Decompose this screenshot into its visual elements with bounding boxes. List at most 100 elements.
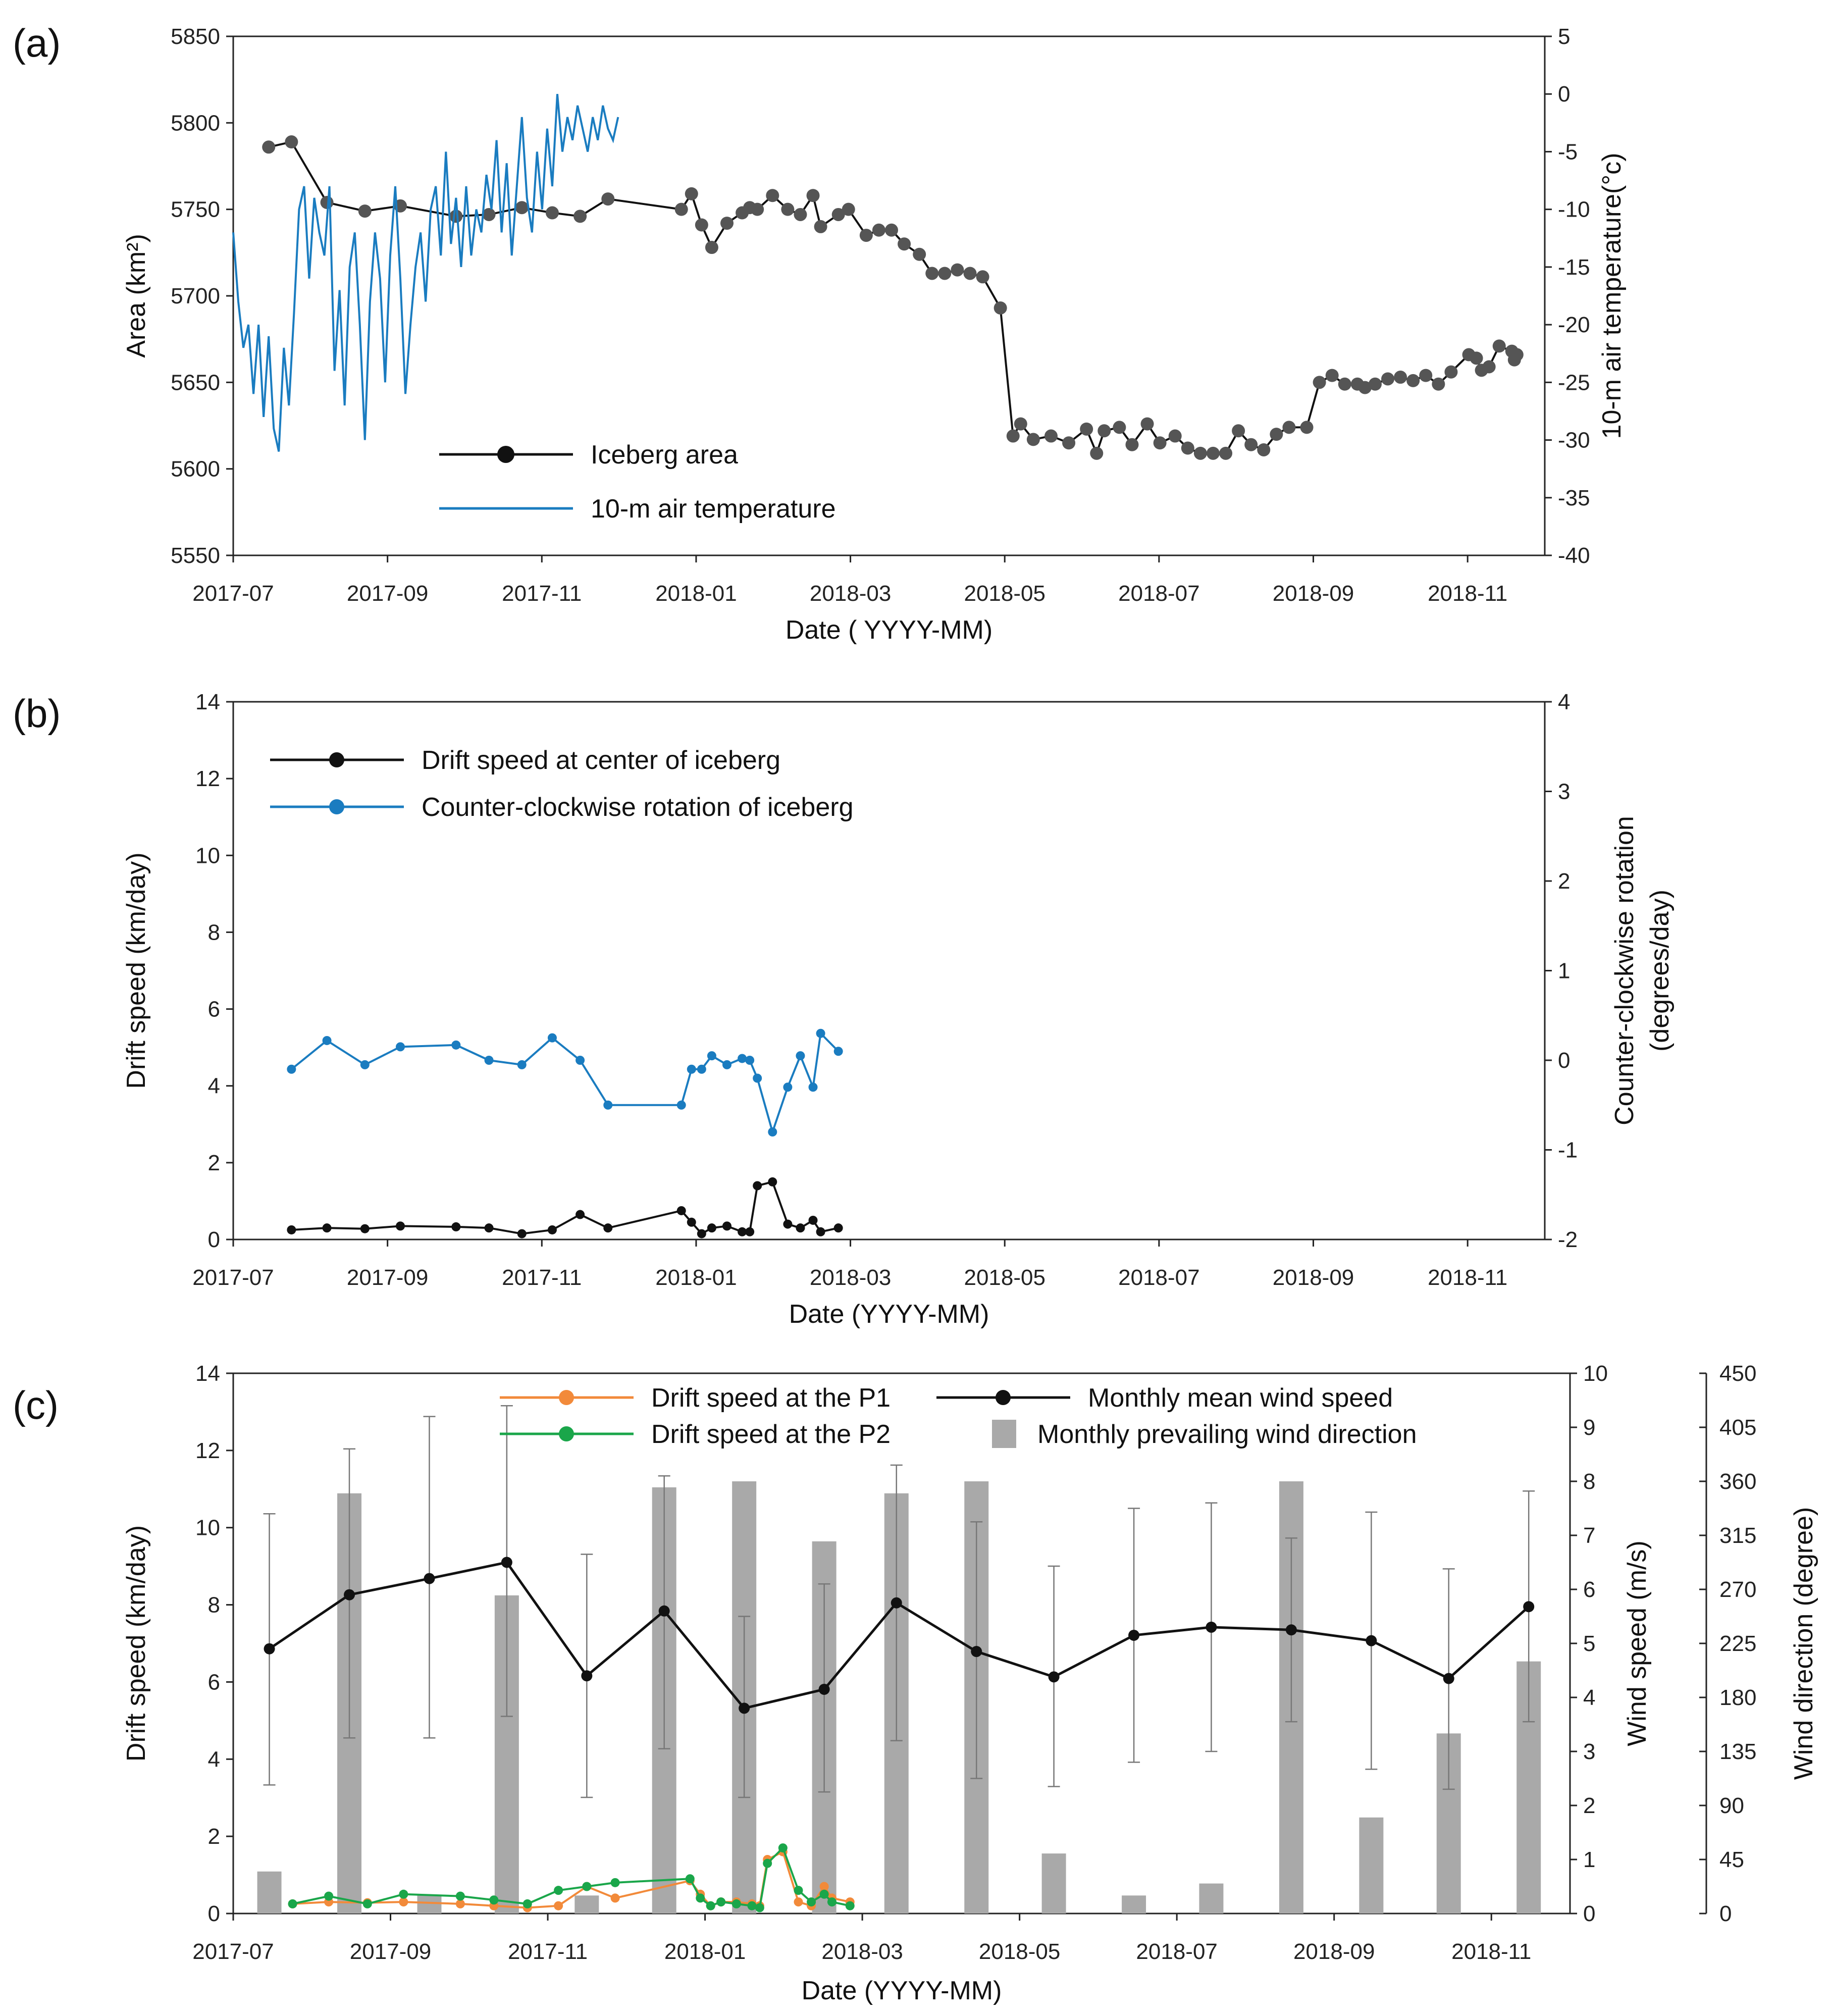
series-point bbox=[976, 270, 989, 284]
series-point bbox=[1325, 369, 1339, 382]
series-point bbox=[287, 1225, 296, 1234]
series-point bbox=[573, 210, 587, 223]
wind-speed-point bbox=[501, 1557, 512, 1568]
series-point bbox=[695, 218, 708, 232]
series-point bbox=[1300, 421, 1314, 434]
wind-speed-point bbox=[1443, 1673, 1454, 1684]
series-point bbox=[610, 1893, 620, 1903]
y2-tick-label: -25 bbox=[1558, 370, 1590, 395]
y-tick-label: 12 bbox=[195, 1438, 220, 1463]
y-tick-label: 2 bbox=[208, 1151, 220, 1175]
x-axis-label: Date (YYYY-MM) bbox=[789, 1300, 989, 1329]
series-point bbox=[324, 1891, 334, 1901]
x-tick-label: 2017-07 bbox=[192, 581, 274, 606]
series-point bbox=[1140, 417, 1154, 431]
y3-tick-label: 90 bbox=[1719, 1793, 1744, 1818]
series-point bbox=[285, 135, 298, 149]
series-point bbox=[783, 1219, 793, 1229]
series-line bbox=[268, 140, 1518, 456]
series-point bbox=[396, 1042, 405, 1052]
series-point bbox=[484, 1223, 494, 1233]
series-point bbox=[716, 1897, 726, 1907]
series-point bbox=[938, 267, 952, 280]
series-point bbox=[751, 202, 764, 216]
legend-label: Iceberg area bbox=[591, 440, 738, 470]
y2-tick-label: -30 bbox=[1558, 428, 1590, 453]
series-point bbox=[806, 189, 820, 202]
wind-speed-point bbox=[264, 1643, 275, 1655]
series-point bbox=[745, 1056, 755, 1065]
series-point bbox=[1381, 372, 1395, 386]
series-point bbox=[720, 217, 734, 230]
series-point bbox=[1470, 351, 1483, 365]
x-tick-label: 2018-01 bbox=[655, 1265, 737, 1290]
series-point bbox=[738, 1054, 747, 1063]
wind-speed-point bbox=[818, 1683, 830, 1695]
y-tick-label: 5800 bbox=[171, 111, 220, 135]
wind-speed-point bbox=[891, 1597, 902, 1609]
series-point bbox=[796, 1051, 805, 1061]
y-tick-label: 14 bbox=[195, 1361, 220, 1386]
y2-tick-label: 9 bbox=[1583, 1415, 1595, 1440]
y2-tick-label: 5 bbox=[1583, 1631, 1595, 1656]
series-point bbox=[1232, 424, 1245, 438]
series-point bbox=[1044, 429, 1058, 443]
legend-label: Counter-clockwise rotation of iceberg bbox=[422, 793, 854, 822]
series-point bbox=[794, 1897, 803, 1907]
y-tick-label: 5700 bbox=[171, 284, 220, 308]
wind-speed-point bbox=[424, 1573, 435, 1584]
series-point bbox=[814, 220, 827, 233]
series-point bbox=[547, 1225, 557, 1234]
x-tick-label: 2018-07 bbox=[1118, 1265, 1199, 1290]
legend-marker bbox=[992, 1420, 1016, 1448]
wind-speed-point bbox=[1128, 1629, 1140, 1641]
series-point bbox=[1014, 417, 1027, 431]
legend-marker bbox=[996, 1390, 1011, 1405]
y2-tick-label: 0 bbox=[1583, 1901, 1595, 1926]
series-point bbox=[603, 1223, 613, 1233]
series-point bbox=[845, 1901, 855, 1910]
y2-tick-label: 1 bbox=[1583, 1847, 1595, 1872]
series-point bbox=[827, 1897, 836, 1907]
y2-tick-label: 4 bbox=[1583, 1685, 1595, 1710]
y-axis-label: Drift speed (km/day) bbox=[122, 1525, 151, 1762]
series-point bbox=[796, 1223, 805, 1233]
y2-tick-label: 10 bbox=[1583, 1361, 1608, 1386]
y-tick-label: 8 bbox=[208, 920, 220, 945]
y2-tick-label: 3 bbox=[1558, 780, 1570, 804]
y2-axis-label: (degrees/day) bbox=[1645, 890, 1675, 1052]
series-point bbox=[287, 1064, 296, 1074]
wind-speed-point bbox=[344, 1589, 355, 1600]
series-point bbox=[1394, 371, 1407, 384]
legend-marker bbox=[329, 752, 344, 767]
series-point bbox=[794, 208, 807, 221]
series-point bbox=[687, 1064, 696, 1074]
x-tick-label: 2018-03 bbox=[810, 1265, 891, 1290]
x-tick-label: 2018-03 bbox=[821, 1939, 903, 1964]
series-point bbox=[831, 208, 845, 221]
series-point bbox=[1338, 377, 1351, 391]
x-tick-label: 2017-11 bbox=[502, 1265, 582, 1290]
legend-marker bbox=[497, 446, 514, 463]
y2-tick-label: 0 bbox=[1558, 1048, 1570, 1073]
series-point bbox=[358, 204, 372, 218]
series-point bbox=[872, 223, 885, 237]
series-point bbox=[1270, 428, 1283, 441]
series-point bbox=[610, 1878, 620, 1887]
series-point bbox=[396, 1221, 405, 1231]
y3-tick-label: 180 bbox=[1719, 1685, 1756, 1710]
y3-tick-label: 270 bbox=[1719, 1577, 1756, 1602]
series-point bbox=[819, 1889, 829, 1899]
series-point bbox=[1168, 429, 1182, 443]
wind-speed-point bbox=[1206, 1621, 1217, 1633]
legend-label: 10-m air temperature bbox=[591, 494, 836, 524]
series-point bbox=[603, 1100, 613, 1110]
series-point bbox=[1482, 360, 1496, 374]
series-point bbox=[885, 223, 899, 237]
series-point bbox=[360, 1224, 370, 1233]
series-point bbox=[1432, 377, 1445, 391]
x-axis-label: Date (YYYY-MM) bbox=[802, 1976, 1002, 2005]
y2-tick-label: -2 bbox=[1558, 1227, 1578, 1252]
series-point bbox=[449, 210, 463, 223]
series-point bbox=[768, 1177, 777, 1186]
